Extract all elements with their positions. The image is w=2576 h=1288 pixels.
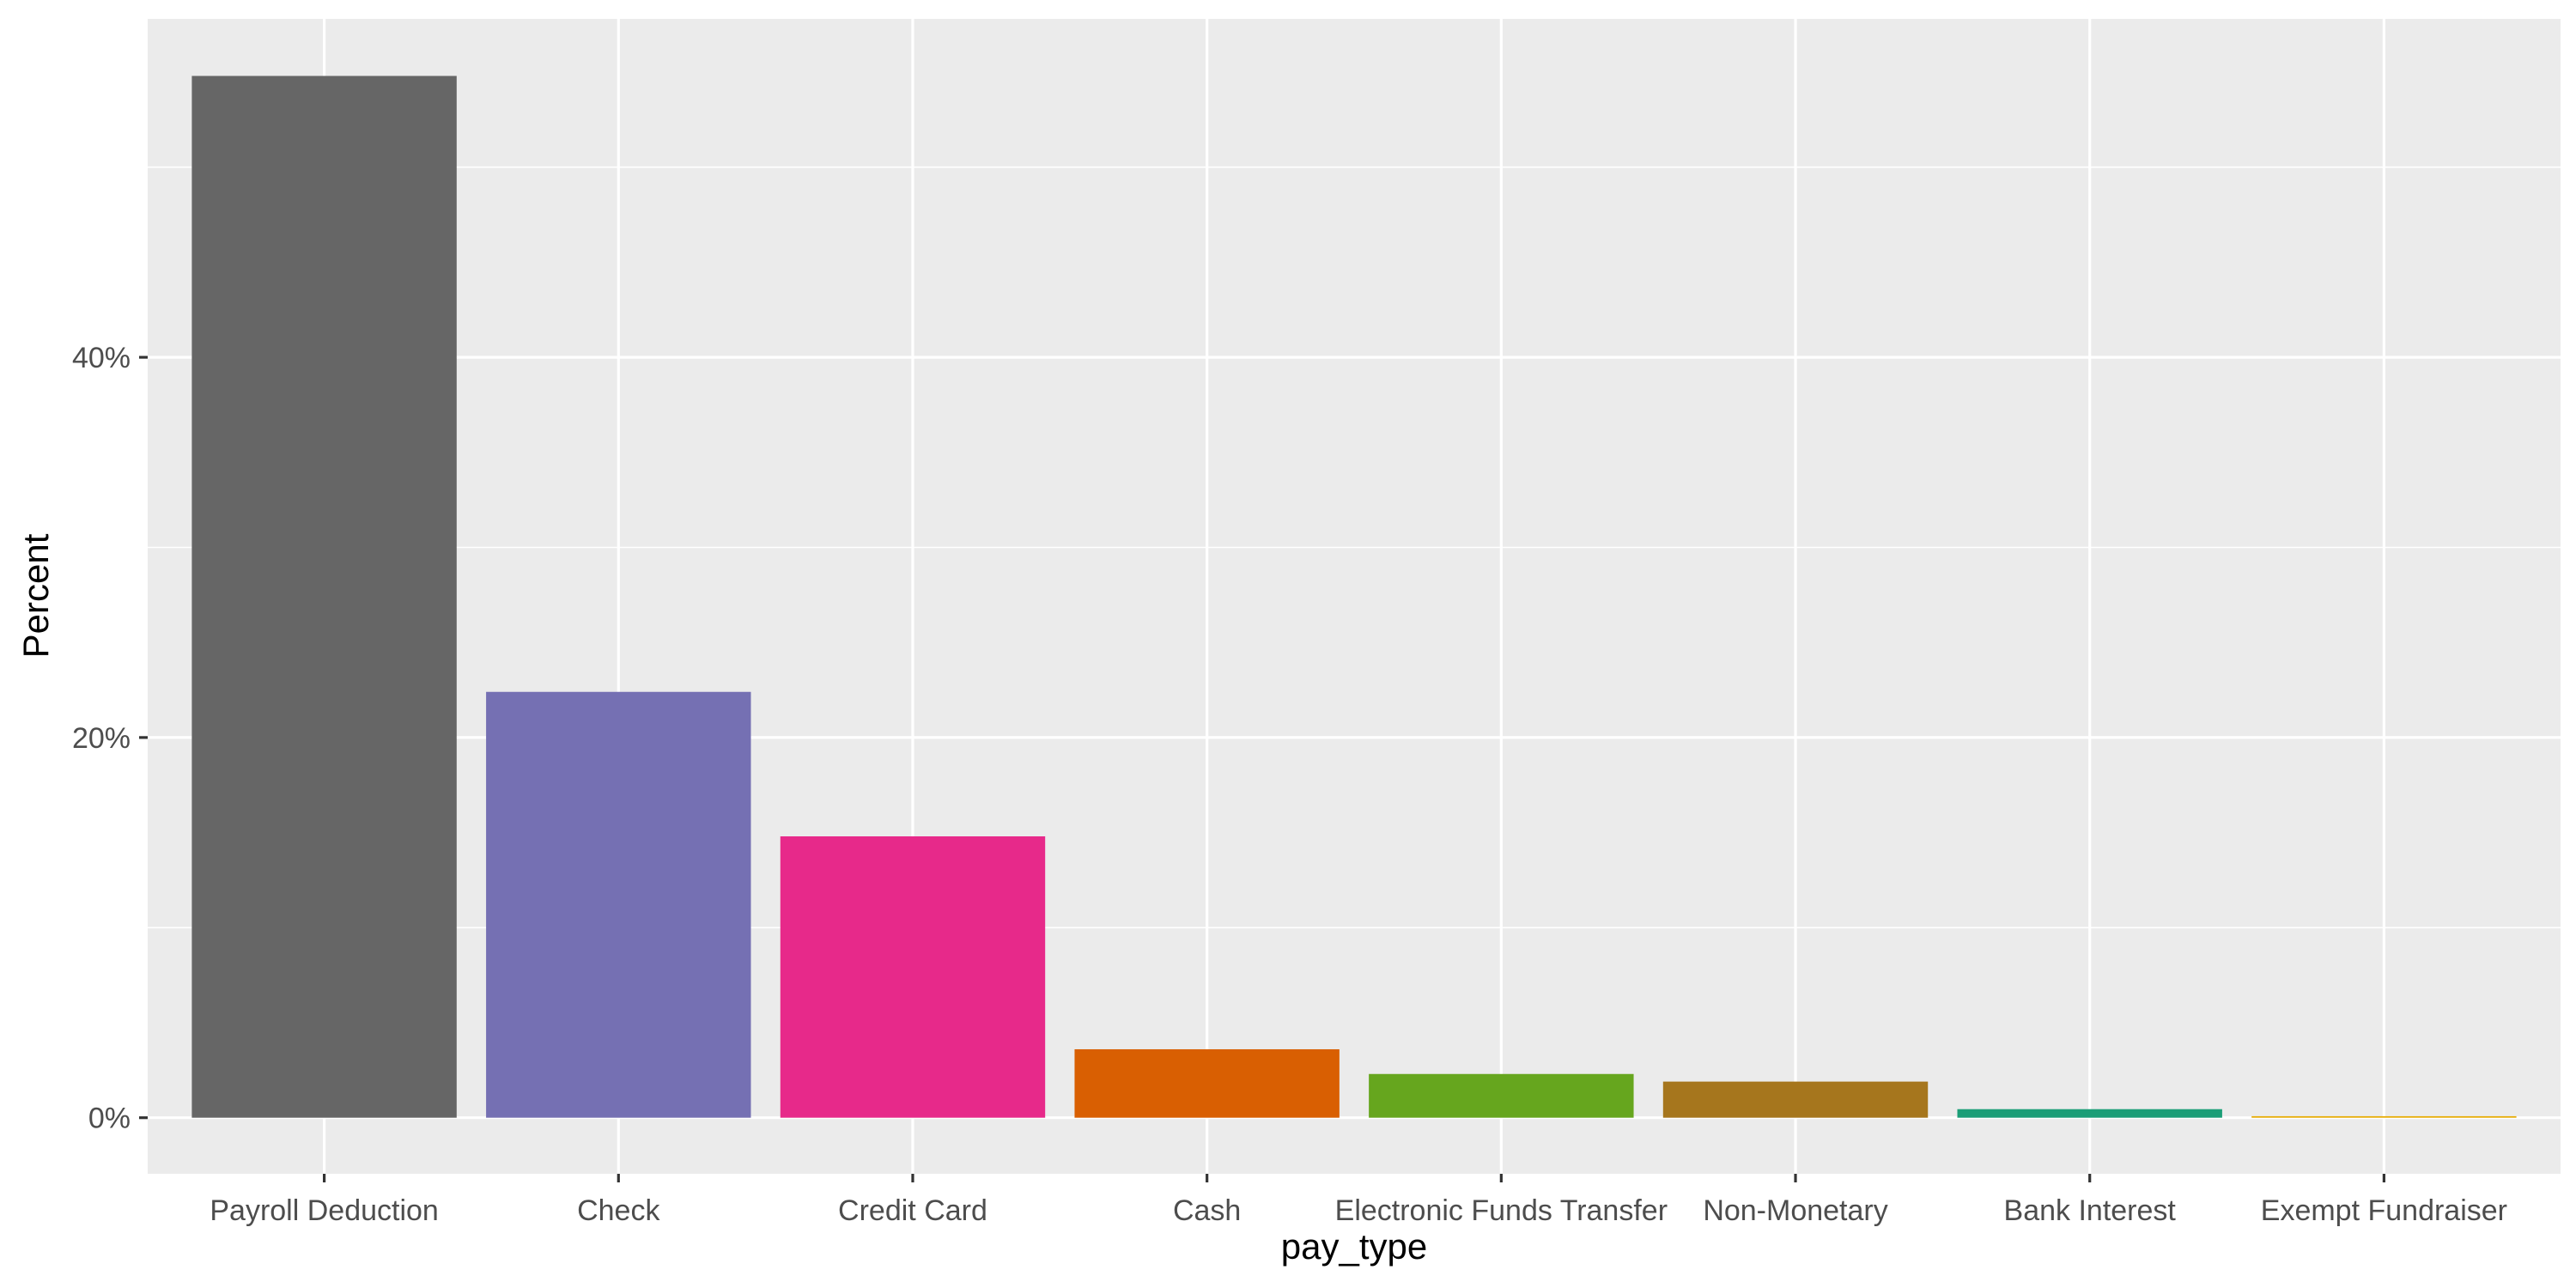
y-axis: 0% 20% 40% bbox=[72, 342, 148, 1135]
y-axis-title: Percent bbox=[15, 533, 56, 658]
x-tick-label: Exempt Fundraiser bbox=[2261, 1194, 2507, 1227]
x-tick-label: Electronic Funds Transfer bbox=[1335, 1194, 1668, 1227]
x-axis: Payroll Deduction Check Credit Card Cash Ele… bbox=[210, 1174, 2507, 1227]
y-tick-label: 40% bbox=[72, 342, 131, 374]
y-tick-label: 20% bbox=[72, 722, 131, 755]
bar-check bbox=[486, 691, 751, 1118]
bar-exempt-fundraiser bbox=[2251, 1115, 2517, 1118]
x-tick-label: Cash bbox=[1173, 1194, 1241, 1227]
x-tick-label: Check bbox=[577, 1194, 660, 1227]
x-tick-label: Payroll Deduction bbox=[210, 1194, 438, 1227]
bar-bank-interest bbox=[1957, 1109, 2222, 1118]
x-tick-label: Credit Card bbox=[838, 1194, 987, 1227]
bar-electronic-funds-transfer bbox=[1369, 1073, 1634, 1118]
x-tick-label: Non-Monetary bbox=[1703, 1194, 1887, 1227]
bar-cash bbox=[1074, 1048, 1340, 1118]
bar-credit-card bbox=[780, 836, 1046, 1118]
bar-payroll-deduction bbox=[191, 76, 457, 1118]
bar-non-monetary bbox=[1662, 1081, 1929, 1118]
bars bbox=[191, 76, 2517, 1118]
x-tick-label: Bank Interest bbox=[2004, 1194, 2177, 1227]
x-axis-title: pay_type bbox=[1281, 1226, 1427, 1267]
y-tick-label: 0% bbox=[88, 1103, 131, 1135]
